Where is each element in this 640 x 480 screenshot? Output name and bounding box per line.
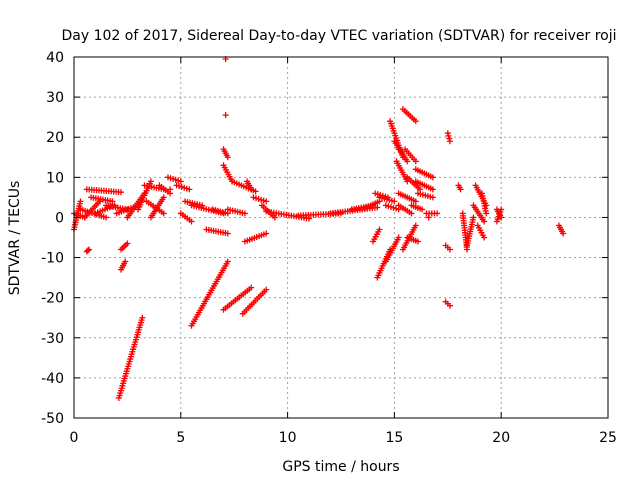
data-point: [160, 194, 167, 201]
x-tick-label: 15: [385, 430, 403, 446]
data-point: [124, 240, 131, 247]
data-point: [248, 186, 255, 193]
x-tick-label: 5: [176, 430, 185, 446]
y-tick-label: 0: [55, 210, 64, 226]
y-tick-label: -50: [41, 411, 64, 427]
data-point: [263, 286, 270, 293]
data-point: [446, 138, 453, 145]
data-point: [263, 230, 270, 237]
data-point: [395, 146, 402, 153]
data-point: [429, 186, 436, 193]
y-tick-label: -40: [41, 371, 64, 387]
x-tick-label: 25: [599, 430, 617, 446]
data-point: [446, 135, 453, 142]
x-axis-title: GPS time / hours: [282, 459, 399, 475]
y-axis-title: SDTVAR / TECUs: [7, 181, 23, 296]
data-point: [457, 186, 464, 193]
y-tick-label: 20: [46, 130, 64, 146]
data-point: [470, 214, 477, 221]
data-point: [167, 186, 174, 193]
y-tick-label: -20: [41, 291, 64, 307]
data-point: [84, 247, 91, 254]
y-tick-label: -10: [41, 251, 64, 267]
x-tick-label: 0: [70, 430, 79, 446]
data-point: [85, 246, 92, 253]
data-point: [186, 186, 193, 193]
y-tick-label: 30: [46, 90, 64, 106]
data-point: [446, 246, 453, 253]
plot-frame: [73, 56, 609, 419]
y-tick-label: 40: [46, 50, 64, 66]
data-point: [248, 284, 255, 291]
data-point: [483, 210, 490, 217]
data-point: [224, 154, 231, 161]
data-point: [414, 238, 421, 245]
data-point: [444, 130, 451, 137]
data-point: [177, 178, 184, 185]
data-point: [408, 210, 415, 217]
data-point: [404, 158, 411, 165]
axis-ticks: 0 5 10 15 20 25 -50 -40 -30 -20 -10 0 10 20 30 40: [41, 50, 617, 446]
data-point: [224, 258, 231, 265]
data-point: [241, 210, 248, 217]
data-point: [77, 198, 84, 205]
data-point: [271, 214, 278, 221]
data-point: [374, 204, 381, 211]
data-point: [412, 222, 419, 229]
data-point: [419, 206, 426, 213]
data-point: [147, 178, 154, 185]
data-point: [395, 234, 402, 241]
data-point: [445, 132, 452, 139]
data-point: [481, 234, 488, 241]
data-point: [103, 214, 110, 221]
data-point: [376, 226, 383, 233]
data-point: [222, 112, 229, 119]
data-point: [412, 118, 419, 125]
data-point: [160, 210, 167, 217]
chart-title: Day 102 of 2017, Sidereal Day-to-day VTE…: [61, 28, 616, 44]
data-point: [560, 230, 567, 237]
grid: [74, 57, 608, 418]
x-tick-label: 10: [279, 430, 297, 446]
data-point: [429, 194, 436, 201]
data-point: [139, 314, 146, 321]
data-point: [434, 210, 441, 217]
y-tick-label: 10: [46, 170, 64, 186]
data-point: [412, 158, 419, 165]
data-point: [425, 214, 432, 221]
data-point: [122, 258, 129, 265]
data-point: [188, 218, 195, 225]
x-tick-label: 20: [492, 430, 510, 446]
data-point: [391, 198, 398, 205]
y-tick-label: -30: [41, 331, 64, 347]
data-point: [481, 218, 488, 225]
data-point: [117, 189, 124, 196]
data-point: [446, 302, 453, 309]
data-point: [224, 230, 231, 237]
data-point: [412, 198, 419, 205]
data-point: [252, 188, 259, 195]
data-point: [109, 198, 116, 205]
data-point: [429, 174, 436, 181]
data-points: [71, 56, 567, 401]
data-point: [263, 198, 270, 205]
data-point: [498, 206, 505, 213]
